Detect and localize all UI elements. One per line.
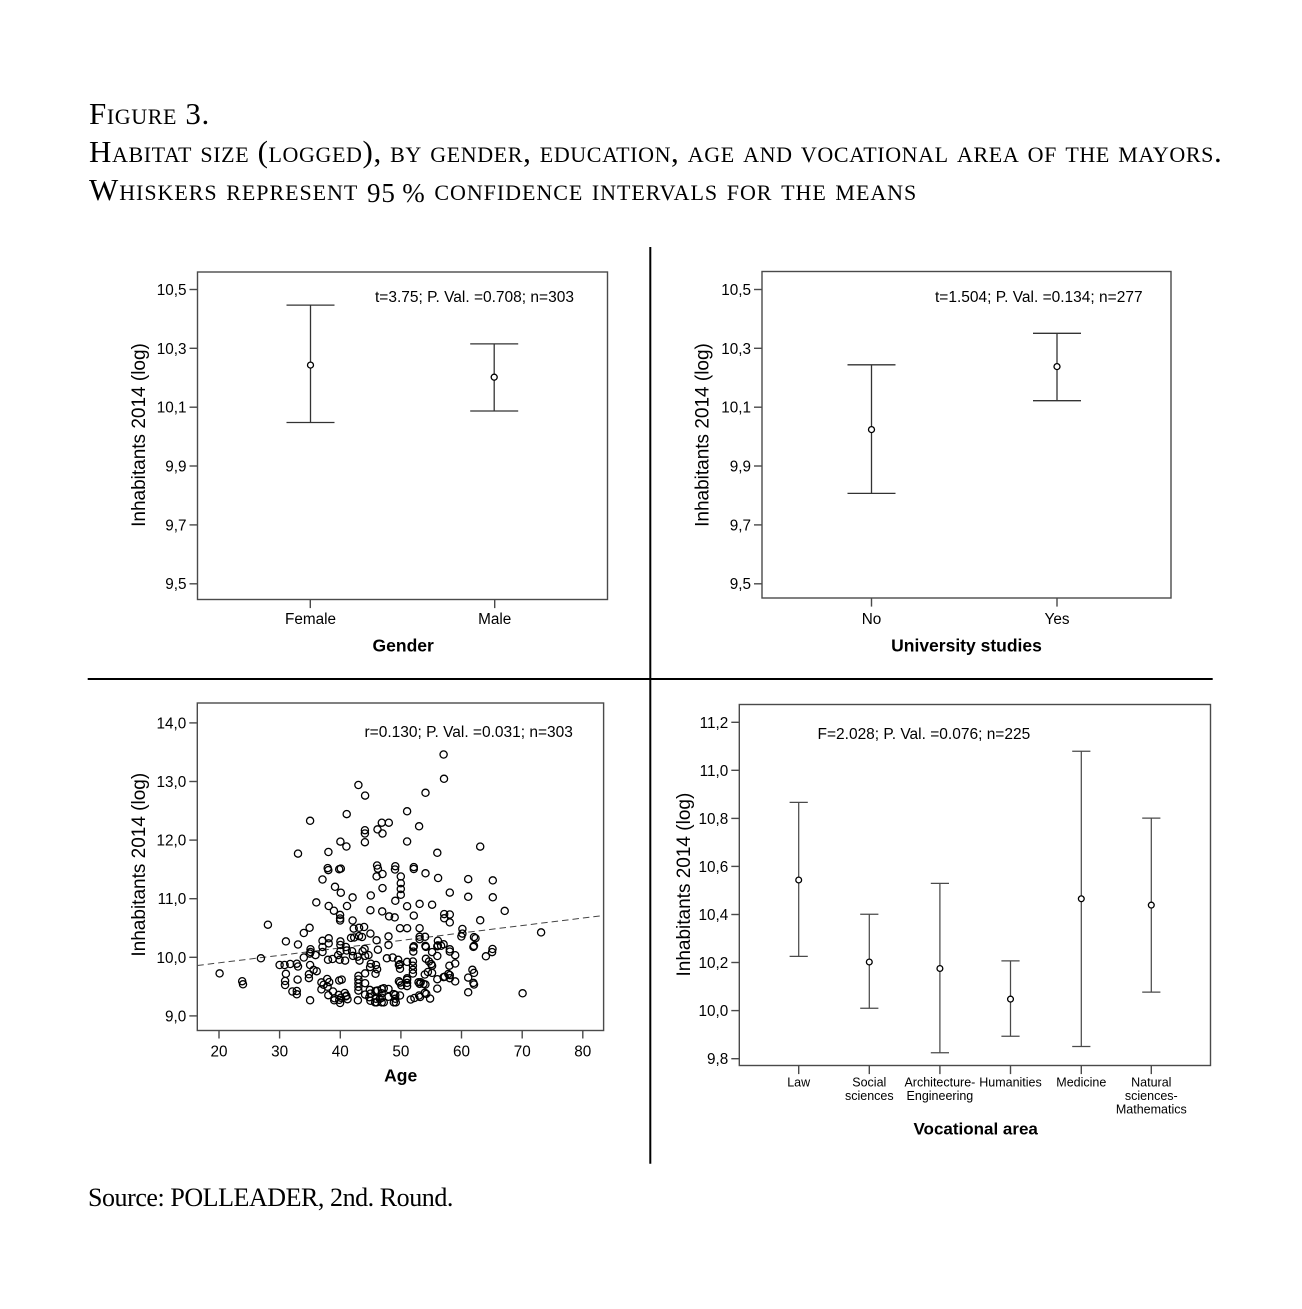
svg-text:Mathematics: Mathematics [1116, 1103, 1187, 1117]
svg-text:9,0: 9,0 [165, 1008, 186, 1025]
svg-text:Medicine: Medicine [1056, 1076, 1106, 1090]
svg-text:sciences-: sciences- [1125, 1089, 1178, 1103]
svg-text:20: 20 [210, 1043, 227, 1060]
svg-text:10,3: 10,3 [721, 341, 751, 358]
svg-text:9,7: 9,7 [165, 517, 186, 534]
svg-text:14,0: 14,0 [157, 715, 187, 732]
svg-text:University studies: University studies [891, 636, 1042, 656]
svg-text:Vocational area: Vocational area [913, 1119, 1038, 1138]
svg-text:10,0: 10,0 [157, 950, 187, 967]
svg-text:Age: Age [384, 1066, 417, 1086]
svg-text:11,0: 11,0 [158, 891, 187, 908]
svg-text:10,5: 10,5 [157, 282, 187, 299]
svg-text:9,9: 9,9 [730, 459, 751, 476]
svg-text:Inhabitants 2014 (log): Inhabitants 2014 (log) [693, 343, 714, 527]
svg-text:10,1: 10,1 [721, 400, 751, 417]
svg-text:Inhabitants 2014 (log): Inhabitants 2014 (log) [129, 343, 150, 527]
svg-text:80: 80 [574, 1043, 591, 1060]
svg-text:12,0: 12,0 [157, 833, 187, 850]
svg-text:Architecture-: Architecture- [904, 1076, 975, 1090]
svg-text:Yes: Yes [1045, 611, 1070, 628]
svg-text:9,5: 9,5 [165, 576, 186, 593]
svg-text:11,2: 11,2 [700, 715, 729, 732]
svg-text:9,7: 9,7 [730, 517, 751, 534]
svg-text:10,2: 10,2 [699, 955, 729, 972]
svg-text:sciences: sciences [845, 1089, 894, 1103]
svg-text:Social: Social [852, 1076, 886, 1090]
svg-text:No: No [862, 611, 882, 628]
svg-text:50: 50 [392, 1043, 409, 1060]
svg-text:Humanities: Humanities [979, 1076, 1042, 1090]
svg-text:Gender: Gender [373, 636, 434, 656]
svg-text:Natural: Natural [1131, 1076, 1171, 1090]
svg-text:10,8: 10,8 [699, 811, 729, 828]
svg-text:Female: Female [285, 611, 336, 628]
svg-text:9,9: 9,9 [165, 459, 186, 476]
svg-text:F=2.028; P. Val. =0.076; n=225: F=2.028; P. Val. =0.076; n=225 [818, 726, 1031, 743]
svg-text:60: 60 [453, 1043, 470, 1060]
svg-text:t=1.504; P. Val. =0.134; n=277: t=1.504; P. Val. =0.134; n=277 [935, 289, 1143, 306]
svg-text:30: 30 [271, 1043, 288, 1060]
svg-text:Male: Male [478, 611, 511, 628]
svg-text:70: 70 [514, 1043, 531, 1060]
svg-text:10,6: 10,6 [699, 859, 729, 876]
svg-text:10,0: 10,0 [699, 1003, 729, 1020]
svg-text:9,8: 9,8 [707, 1051, 728, 1068]
svg-text:10,3: 10,3 [157, 341, 187, 358]
svg-text:r=0.130; P. Val. =0.031; n=303: r=0.130; P. Val. =0.031; n=303 [365, 724, 573, 741]
svg-text:9,5: 9,5 [730, 576, 751, 593]
svg-text:Engineering: Engineering [907, 1089, 974, 1103]
svg-text:10,1: 10,1 [157, 400, 187, 417]
svg-text:40: 40 [332, 1043, 349, 1060]
svg-text:t=3.75; P. Val. =0.708; n=303: t=3.75; P. Val. =0.708; n=303 [375, 289, 574, 306]
svg-text:10,4: 10,4 [699, 907, 729, 924]
svg-text:11,0: 11,0 [700, 763, 729, 780]
svg-text:10,5: 10,5 [721, 282, 751, 299]
svg-text:Inhabitants 2014 (log): Inhabitants 2014 (log) [129, 773, 150, 957]
svg-text:Law: Law [787, 1076, 811, 1090]
svg-text:Inhabitants 2014 (log): Inhabitants 2014 (log) [674, 793, 695, 977]
svg-text:13,0: 13,0 [157, 774, 187, 791]
